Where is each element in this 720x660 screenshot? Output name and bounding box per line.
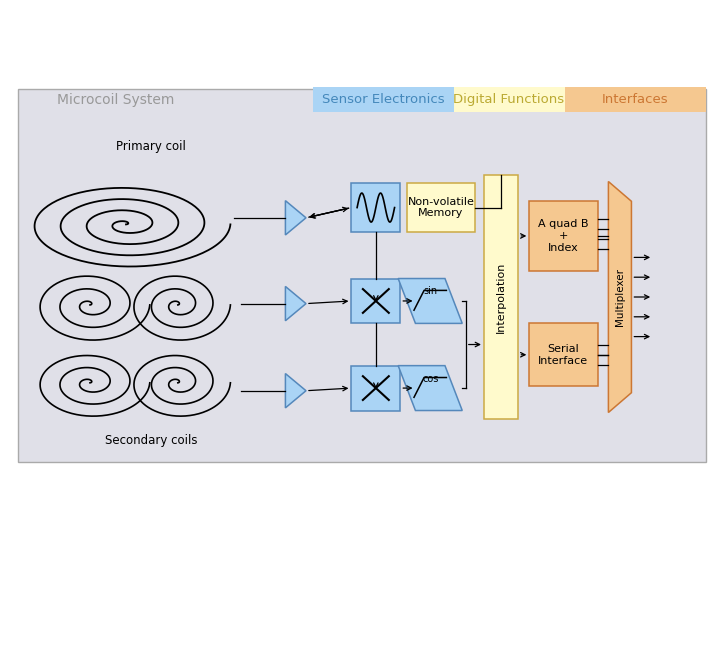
FancyBboxPatch shape bbox=[529, 201, 598, 271]
Text: A quad B
+
Index: A quad B + Index bbox=[538, 219, 589, 253]
Polygon shape bbox=[398, 366, 462, 411]
FancyBboxPatch shape bbox=[484, 175, 518, 419]
Polygon shape bbox=[285, 374, 306, 408]
FancyBboxPatch shape bbox=[407, 183, 475, 232]
FancyBboxPatch shape bbox=[529, 323, 598, 386]
Text: Interpolation: Interpolation bbox=[496, 261, 506, 333]
FancyBboxPatch shape bbox=[565, 87, 706, 112]
Polygon shape bbox=[285, 286, 306, 321]
Text: Multiplexer: Multiplexer bbox=[615, 268, 625, 326]
FancyBboxPatch shape bbox=[351, 183, 400, 232]
Polygon shape bbox=[608, 182, 631, 412]
Text: Digital Functions: Digital Functions bbox=[454, 93, 564, 106]
FancyBboxPatch shape bbox=[351, 279, 400, 323]
Text: Interfaces: Interfaces bbox=[602, 93, 668, 106]
FancyBboxPatch shape bbox=[351, 366, 400, 411]
FancyBboxPatch shape bbox=[454, 87, 565, 112]
Text: Microcoil System: Microcoil System bbox=[56, 93, 174, 108]
Text: Sensor Electronics: Sensor Electronics bbox=[322, 93, 444, 106]
Text: Serial
Interface: Serial Interface bbox=[539, 344, 588, 366]
Text: Non-volatile
Memory: Non-volatile Memory bbox=[408, 197, 474, 218]
Text: Secondary coils: Secondary coils bbox=[105, 434, 197, 447]
Polygon shape bbox=[398, 279, 462, 323]
Text: Primary coil: Primary coil bbox=[116, 140, 186, 153]
FancyBboxPatch shape bbox=[18, 89, 706, 462]
FancyBboxPatch shape bbox=[313, 87, 454, 112]
Text: sin: sin bbox=[423, 286, 437, 296]
Text: cos: cos bbox=[422, 374, 438, 383]
Polygon shape bbox=[285, 201, 306, 235]
